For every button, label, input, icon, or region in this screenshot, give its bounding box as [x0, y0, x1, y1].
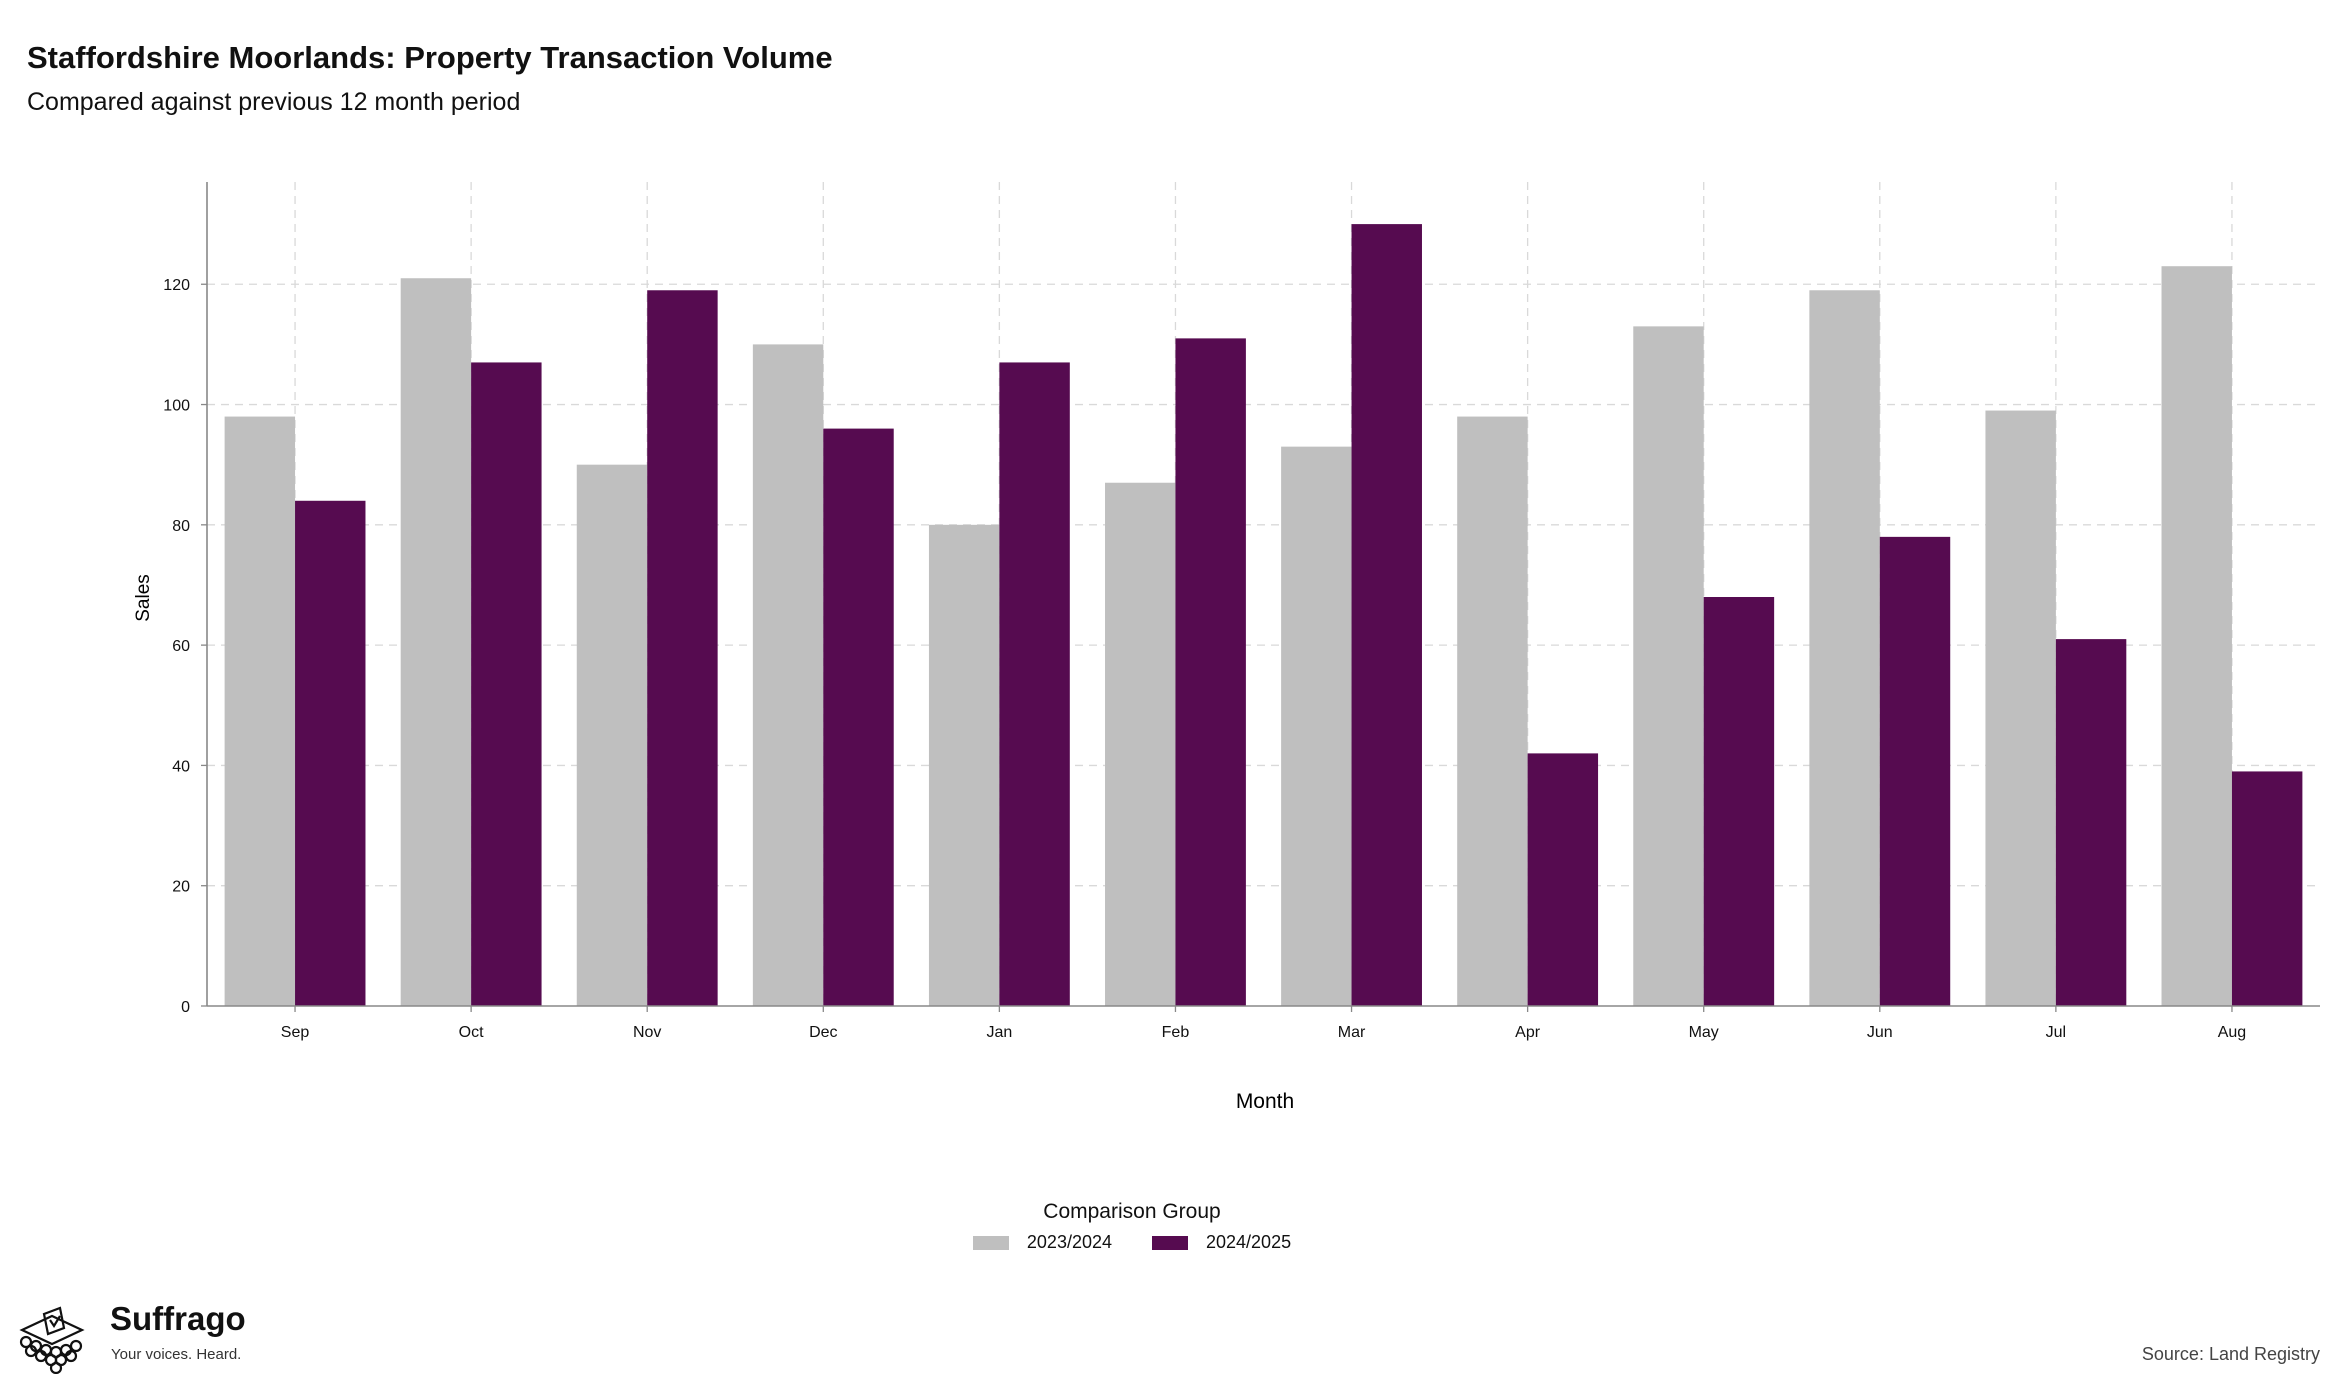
legend-swatch-purple: [1152, 1235, 1188, 1250]
legend-swatch-grey: [972, 1235, 1009, 1250]
x-tick-label: Feb: [1162, 1024, 1190, 1041]
legend-label: 2024/2025: [1206, 1232, 1292, 1252]
bar-2023-2024-dec: [752, 344, 824, 1006]
y-tick-label: 0: [181, 999, 190, 1016]
legend-label: 2023/2024: [1026, 1232, 1112, 1252]
brand-name: Suffrago: [110, 1300, 246, 1337]
bar-2023-2024-jan: [928, 524, 1000, 1006]
y-tick-label: 100: [163, 398, 190, 415]
bar-2024-2025-jun: [1879, 536, 1951, 1006]
legend-item-2023-2024: 2023/2024: [972, 1232, 1112, 1253]
legend-title: Comparison Group: [1043, 1200, 1221, 1223]
y-axis-label: Sales: [133, 574, 154, 622]
y-tick-label: 120: [163, 277, 190, 294]
x-tick-label: Jan: [986, 1024, 1012, 1041]
bar-2024-2025-apr: [1527, 753, 1599, 1006]
y-tick-label: 60: [172, 638, 190, 655]
x-tick-label: May: [1689, 1024, 1719, 1041]
x-tick-label: Jun: [1867, 1024, 1893, 1041]
bar-2023-2024-jun: [1809, 290, 1880, 1006]
x-tick-label: Aug: [2218, 1024, 2246, 1041]
x-tick-label: Jul: [2046, 1024, 2066, 1041]
y-tick-label: 20: [172, 879, 190, 896]
bar-2023-2024-oct: [400, 278, 472, 1006]
bar-2023-2024-nov: [576, 464, 648, 1006]
x-tick-label: Dec: [809, 1024, 837, 1041]
bar-2024-2025-dec: [823, 428, 894, 1007]
bar-2024-2025-oct: [471, 362, 542, 1006]
bar-2023-2024-mar: [1281, 446, 1352, 1006]
x-tick-label: Mar: [1338, 1024, 1366, 1041]
ballot-box-logo-icon: [19, 1306, 85, 1374]
bar-2023-2024-feb: [1105, 482, 1176, 1006]
source-note: Source: Land Registry: [2141, 1344, 2320, 1364]
y-tick-label: 40: [172, 758, 190, 775]
bar-2024-2025-may: [1703, 597, 1775, 1006]
x-tick-label: Oct: [459, 1024, 484, 1041]
bars: [224, 224, 2303, 1007]
bar-2024-2025-nov: [647, 290, 718, 1006]
bar-2024-2025-jul: [2055, 639, 2127, 1006]
bar-2023-2024-may: [1633, 326, 1704, 1007]
bar-2024-2025-aug: [2231, 771, 2303, 1006]
bar-2024-2025-mar: [1351, 224, 1422, 1007]
bar-2024-2025-feb: [1175, 338, 1246, 1007]
x-tick-label: Apr: [1515, 1024, 1541, 1041]
bar-2024-2025-sep: [295, 500, 366, 1006]
bar-2023-2024-sep: [224, 416, 296, 1006]
chart-subtitle: Compared against previous 12 month perio…: [27, 88, 521, 116]
legend: Comparison Group 2023/2024 2024/2025: [0, 1200, 2334, 1253]
bar-2023-2024-apr: [1457, 416, 1528, 1006]
bar-2023-2024-aug: [2161, 266, 2232, 1007]
axes: [201, 182, 2320, 1012]
chart-title: Staffordshire Moorlands: Property Transa…: [27, 40, 833, 75]
bar-chart: 0 20 40 60 80 100 120 Sep Oct Nov Dec Jan Feb Mar Apr M…: [133, 182, 2320, 1113]
x-tick-label: Nov: [633, 1024, 661, 1041]
brand-tagline: Your voices. Heard.: [111, 1346, 242, 1363]
x-axis-label: Month: [1236, 1090, 1294, 1113]
bar-2024-2025-jan: [999, 362, 1070, 1006]
bar-2023-2024-jul: [1985, 410, 2056, 1006]
legend-item-2024-2025: 2024/2025: [1152, 1232, 1291, 1253]
tick-labels: 0 20 40 60 80 100 120 Sep Oct Nov Dec Jan Feb Mar Apr M…: [163, 277, 2246, 1041]
y-tick-label: 80: [172, 518, 190, 535]
x-tick-label: Sep: [281, 1024, 310, 1041]
